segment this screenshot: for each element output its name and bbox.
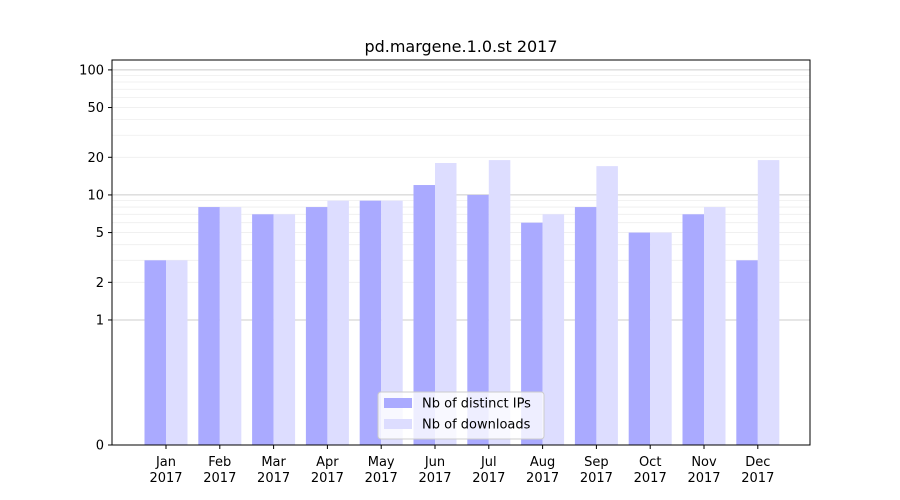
bar-distinct-ips	[198, 207, 220, 445]
x-tick-label-year: 2017	[687, 471, 720, 486]
x-tick-label-month: Aug	[530, 455, 555, 470]
bars	[144, 160, 780, 445]
bar-distinct-ips	[305, 207, 328, 445]
y-tick-label: 10	[87, 188, 104, 203]
y-axis: 0 1 2 5 10 20 50 100	[79, 63, 112, 454]
x-tick-label-month: Jul	[480, 455, 497, 470]
bar-distinct-ips	[628, 232, 651, 445]
x-tick-label-year: 2017	[257, 471, 290, 486]
x-tick-label-month: Nov	[691, 455, 717, 470]
x-tick-label-month: Jan	[155, 455, 176, 470]
y-tick-label: 100	[79, 63, 104, 78]
x-tick-label-month: Sep	[584, 455, 609, 470]
bar-distinct-ips	[736, 260, 758, 445]
bar-distinct-ips	[144, 260, 166, 445]
bar-downloads	[757, 160, 780, 445]
x-tick-label-month: May	[368, 455, 395, 470]
legend-label: Nb of distinct IPs	[422, 397, 531, 412]
x-tick-label-year: 2017	[365, 471, 398, 486]
bar-downloads	[219, 207, 242, 445]
x-tick-label-month: Dec	[745, 455, 770, 470]
x-axis: Jan2017Feb2017Mar2017Apr2017May2017Jun20…	[149, 445, 774, 486]
bar-distinct-ips	[521, 222, 543, 445]
y-tick-label: 2	[96, 276, 104, 291]
x-tick-label-month: Oct	[639, 455, 661, 470]
bar-downloads	[166, 260, 188, 445]
bar-downloads	[273, 214, 296, 445]
bar-downloads	[327, 200, 349, 445]
legend-label: Nb of downloads	[422, 418, 531, 433]
bar-distinct-ips	[252, 214, 274, 445]
x-tick-label-year: 2017	[741, 471, 774, 486]
bar-distinct-ips	[682, 214, 704, 445]
y-tick-label: 5	[96, 226, 104, 241]
x-tick-label-year: 2017	[526, 471, 559, 486]
x-tick-label-month: Feb	[208, 455, 231, 470]
bar-downloads	[435, 163, 457, 445]
x-tick-label-year: 2017	[472, 471, 505, 486]
x-tick-label-month: Mar	[261, 455, 286, 470]
bar-downloads	[650, 232, 672, 445]
bar-downloads	[704, 207, 726, 445]
bar-downloads	[542, 214, 565, 445]
legend-box	[377, 391, 545, 440]
x-tick-label-month: Jun	[424, 455, 445, 470]
plot-frame	[111, 59, 811, 446]
y-tick-label: 50	[87, 101, 104, 116]
bar-distinct-ips	[467, 194, 489, 445]
y-tick-label: 1	[96, 313, 104, 328]
bar-distinct-ips	[574, 207, 597, 445]
x-tick-label-year: 2017	[203, 471, 236, 486]
y-tick-label: 20	[87, 151, 104, 166]
bar-downloads	[488, 160, 511, 445]
legend-swatch	[384, 419, 412, 429]
y-tick-label: 0	[96, 439, 104, 454]
x-tick-label-year: 2017	[634, 471, 667, 486]
bar-downloads	[381, 200, 403, 445]
x-tick-label-year: 2017	[580, 471, 613, 486]
legend-swatch	[384, 398, 412, 408]
bar-downloads	[596, 166, 618, 445]
chart-title: pd.margene.1.0.st 2017	[364, 37, 557, 56]
x-tick-label-year: 2017	[311, 471, 344, 486]
x-tick-label-year: 2017	[418, 471, 451, 486]
bar-distinct-ips	[359, 200, 382, 445]
legend: Nb of distinct IPs Nb of downloads	[377, 391, 545, 440]
bar-distinct-ips	[413, 185, 435, 445]
x-tick-label-month: Apr	[316, 455, 339, 470]
x-tick-label-year: 2017	[149, 471, 182, 486]
